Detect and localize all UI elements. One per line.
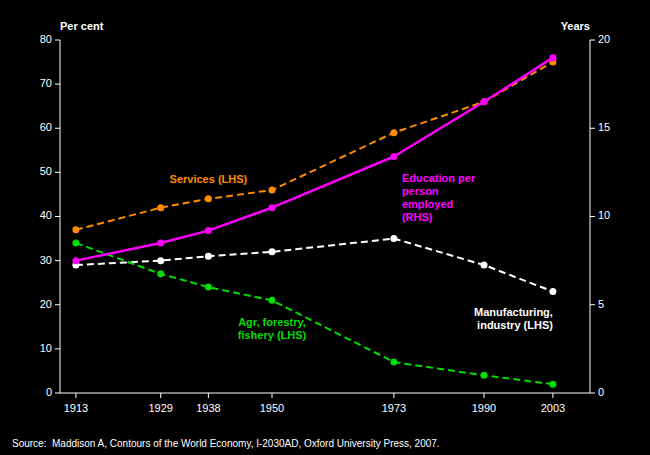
page-body: {"chart_data": { "type": "line", "x": [1… xyxy=(0,0,650,455)
series-line xyxy=(76,62,553,230)
series-label-line: industry (LHS) xyxy=(477,319,553,331)
series-point xyxy=(72,239,79,246)
x-tick-label: 1950 xyxy=(260,402,284,414)
x-tick-label: 1929 xyxy=(148,402,172,414)
y2-tick-label: 15 xyxy=(598,121,610,133)
series-point xyxy=(390,129,397,136)
series-point xyxy=(390,235,397,242)
y2-axis-label: Years xyxy=(561,20,590,32)
x-tick-label: 1938 xyxy=(196,402,220,414)
series xyxy=(72,59,556,234)
series-point xyxy=(205,284,212,291)
background xyxy=(0,0,650,455)
series-label: Education perpersonemployed(RHS) xyxy=(402,172,476,223)
x-axis-line xyxy=(60,393,590,394)
x-tick xyxy=(393,393,394,398)
series-point xyxy=(269,297,276,304)
series-point xyxy=(269,204,276,211)
series-label-line: Agr, forestry, xyxy=(238,316,306,328)
series-point xyxy=(157,257,164,264)
y-tick xyxy=(55,172,60,173)
y-tick-label: 20 xyxy=(40,298,52,310)
series-label: Manufacturing,industry (LHS) xyxy=(474,306,553,331)
series-point xyxy=(390,153,397,160)
series xyxy=(72,54,556,264)
y-tick-label: 10 xyxy=(40,342,52,354)
series-point xyxy=(157,239,164,246)
series-label: Services (LHS) xyxy=(170,173,248,185)
series-point xyxy=(481,98,488,105)
y-tick xyxy=(55,128,60,129)
series-label-line: fishery (LHS) xyxy=(238,329,307,341)
series-label-line: (RHS) xyxy=(402,211,433,223)
series-point xyxy=(205,227,212,234)
series-point xyxy=(72,257,79,264)
series-label-line: Services (LHS) xyxy=(170,173,248,185)
chart: 0 10 20 30 40 50 60 70 80 0 5 10 15 20 1913 1929 1938 195… xyxy=(0,0,650,455)
series-point xyxy=(549,54,556,61)
y-tick xyxy=(55,40,60,41)
x-tick-label: 1990 xyxy=(472,402,496,414)
plot-area xyxy=(72,54,556,388)
y-tick-label: 50 xyxy=(40,165,52,177)
y2-tick-label: 20 xyxy=(598,33,610,45)
series-point xyxy=(269,248,276,255)
x-tick-label: 1973 xyxy=(382,402,406,414)
series-point xyxy=(157,204,164,211)
series-point xyxy=(157,270,164,277)
series-point xyxy=(72,226,79,233)
x-tick xyxy=(208,393,209,398)
x-tick xyxy=(484,393,485,398)
y2-tick xyxy=(590,216,595,217)
series-label-line: Manufacturing, xyxy=(474,306,553,318)
y-tick xyxy=(55,304,60,305)
series-point xyxy=(549,381,556,388)
source-note: Source: Maddison A, Contours of the Worl… xyxy=(12,438,440,449)
y-axis-label: Per cent xyxy=(60,20,104,32)
x-tick-label: 2003 xyxy=(541,402,565,414)
x-tick xyxy=(160,393,161,398)
y-tick-label: 30 xyxy=(40,254,52,266)
x-tick xyxy=(75,393,76,398)
y-tick xyxy=(55,260,60,261)
y2-tick xyxy=(590,393,595,394)
series-point xyxy=(481,372,488,379)
series-line xyxy=(76,243,553,384)
series-line xyxy=(76,58,553,261)
series-label: Agr, forestry,fishery (LHS) xyxy=(238,316,307,341)
y2-tick xyxy=(590,40,595,41)
y-tick xyxy=(55,216,60,217)
y-tick-label: 0 xyxy=(46,386,52,398)
x-tick xyxy=(272,393,273,398)
series-point xyxy=(269,187,276,194)
y-tick xyxy=(55,84,60,85)
series xyxy=(72,235,556,295)
axes: 0 10 20 30 40 50 60 70 80 0 5 10 15 20 1913 1929 1938 195… xyxy=(40,33,611,414)
y-tick xyxy=(55,393,60,394)
y-tick-label: 80 xyxy=(40,33,52,45)
x-tick xyxy=(552,393,553,398)
series xyxy=(72,239,556,387)
y-tick-label: 70 xyxy=(40,77,52,89)
series-point xyxy=(205,195,212,202)
series-labels: Services (LHS) Manufacturing,industry (LH… xyxy=(170,172,554,341)
y2-tick-label: 5 xyxy=(598,298,604,310)
y2-tick-label: 0 xyxy=(598,386,604,398)
series-point xyxy=(481,98,488,105)
series-point xyxy=(481,262,488,269)
y-tick-label: 40 xyxy=(40,209,52,221)
series-label-line: employed xyxy=(402,198,453,210)
y2-tick xyxy=(590,304,595,305)
series-label-line: person xyxy=(402,185,439,197)
series-label-line: Education per xyxy=(402,172,476,184)
series-point xyxy=(549,288,556,295)
y-tick xyxy=(55,348,60,349)
y2-tick xyxy=(590,128,595,129)
y-tick-label: 60 xyxy=(40,121,52,133)
series-point xyxy=(390,359,397,366)
y2-tick-label: 10 xyxy=(598,209,610,221)
x-tick-label: 1913 xyxy=(64,402,88,414)
series-point xyxy=(205,253,212,260)
